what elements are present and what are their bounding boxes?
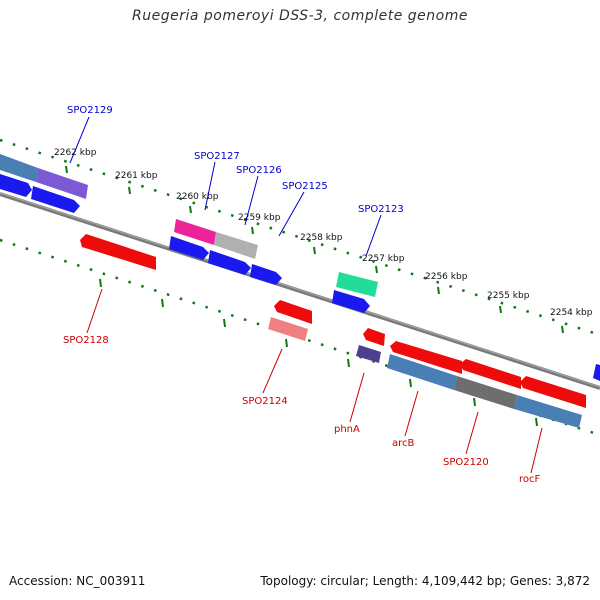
gene-label-spo2123[interactable]: SPO2123 <box>358 204 404 215</box>
gene-label-rocf[interactable]: rocF <box>519 474 541 485</box>
gene-block[interactable] <box>454 376 517 409</box>
gene-arrow[interactable] <box>169 236 209 260</box>
tick-label-2257: 2257 kbp <box>362 254 405 264</box>
genome-backbone <box>0 192 600 390</box>
gene-block[interactable] <box>514 395 582 428</box>
gene-arrow[interactable] <box>250 264 282 285</box>
gene-label-spo2124[interactable]: SPO2124 <box>242 396 288 407</box>
gene-arrow[interactable] <box>80 234 156 270</box>
tick-label-2262: 2262 kbp <box>54 148 97 158</box>
gene-block[interactable] <box>356 345 381 363</box>
gene-block[interactable] <box>174 219 216 245</box>
tick-label-2261: 2261 kbp <box>115 171 158 181</box>
gene-blocks-upper <box>0 154 600 381</box>
tick-label-2254: 2254 kbp <box>550 308 593 318</box>
gene-arrow[interactable] <box>208 250 251 275</box>
accession-text: Accession: NC_003911 <box>9 574 146 588</box>
gene-arrow[interactable] <box>390 341 462 374</box>
gene-block[interactable] <box>214 232 258 259</box>
gene-block[interactable] <box>336 272 378 297</box>
gene-block[interactable] <box>268 317 308 341</box>
upper-callouts <box>69 116 382 257</box>
gene-arrow[interactable] <box>0 174 32 197</box>
gene-block[interactable] <box>36 168 88 199</box>
gene-arrow[interactable] <box>274 300 312 324</box>
gene-label-spo2120[interactable]: SPO2120 <box>443 457 489 468</box>
gene-blocks-lower <box>80 234 586 428</box>
gene-arrow[interactable] <box>593 364 600 381</box>
gene-block[interactable] <box>0 154 38 182</box>
gene-arrow[interactable] <box>460 359 521 389</box>
gene-label-spo2127[interactable]: SPO2127 <box>194 151 240 162</box>
gene-label-spo2126[interactable]: SPO2126 <box>236 165 282 176</box>
gene-block[interactable] <box>387 354 457 390</box>
genome-backbone-highlight <box>0 192 600 388</box>
lower-callouts <box>86 288 543 474</box>
tick-label-2256: 2256 kbp <box>425 272 468 282</box>
gene-label-spo2128[interactable]: SPO2128 <box>63 335 109 346</box>
gene-arrow[interactable] <box>332 290 370 313</box>
gene-label-spo2125[interactable]: SPO2125 <box>282 181 328 192</box>
gene-label-phna[interactable]: phnA <box>334 424 360 435</box>
major-ticks <box>65 165 564 427</box>
gene-label-spo2129[interactable]: SPO2129 <box>67 105 113 116</box>
tick-label-2255: 2255 kbp <box>487 291 530 301</box>
gene-arrow[interactable] <box>363 328 385 346</box>
genome-summary-text: Topology: circular; Length: 4,109,442 bp… <box>260 574 590 588</box>
gene-arrow[interactable] <box>31 186 80 213</box>
tick-label-2258: 2258 kbp <box>300 233 343 243</box>
map-title: Ruegeria pomeroyi DSS-3, complete genome <box>132 8 468 24</box>
gene-arrow[interactable] <box>520 376 586 408</box>
gene-label-arcb[interactable]: arcB <box>392 438 415 449</box>
tick-label-2260: 2260 kbp <box>176 192 219 202</box>
tick-label-2259: 2259 kbp <box>238 213 281 223</box>
